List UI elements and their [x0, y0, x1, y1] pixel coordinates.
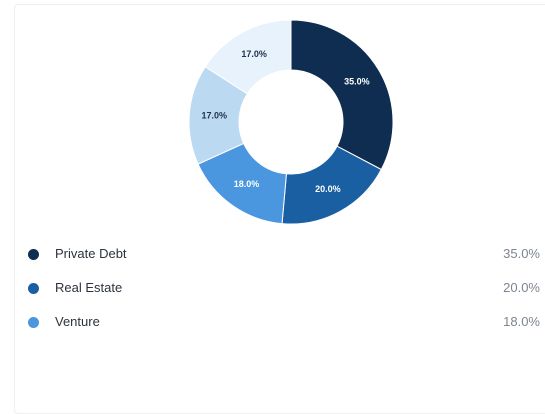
legend-label: Venture: [55, 314, 100, 329]
slice-value-label: 18.0%: [234, 179, 260, 189]
slice-value-label: 17.0%: [201, 111, 227, 121]
legend-row-venture[interactable]: Venture 18.0%: [15, 312, 545, 332]
legend-dot: [28, 249, 39, 260]
legend-value: 18.0%: [503, 314, 540, 329]
legend-row-private-debt[interactable]: Private Debt 35.0%: [15, 244, 545, 264]
donut-slice[interactable]: [290, 19, 394, 171]
donut-slice[interactable]: [204, 19, 292, 95]
legend-row-real-estate[interactable]: Real Estate 20.0%: [15, 278, 545, 298]
slice-value-label: 17.0%: [241, 49, 267, 59]
legend-label: Real Estate: [55, 280, 123, 295]
legend-value: 35.0%: [503, 246, 540, 261]
slice-value-label: 20.0%: [315, 184, 341, 194]
legend-dot: [28, 283, 39, 294]
legend-label: Private Debt: [55, 246, 127, 261]
legend-dot: [28, 317, 39, 328]
allocation-card: 35.0% 20.0% 18.0% 17.0% 17.0% Private Debt 3…: [14, 4, 545, 414]
donut-chart: 35.0% 20.0% 18.0% 17.0% 17.0%: [188, 19, 394, 225]
slice-value-label: 35.0%: [344, 77, 370, 87]
legend-value: 20.0%: [503, 280, 540, 295]
